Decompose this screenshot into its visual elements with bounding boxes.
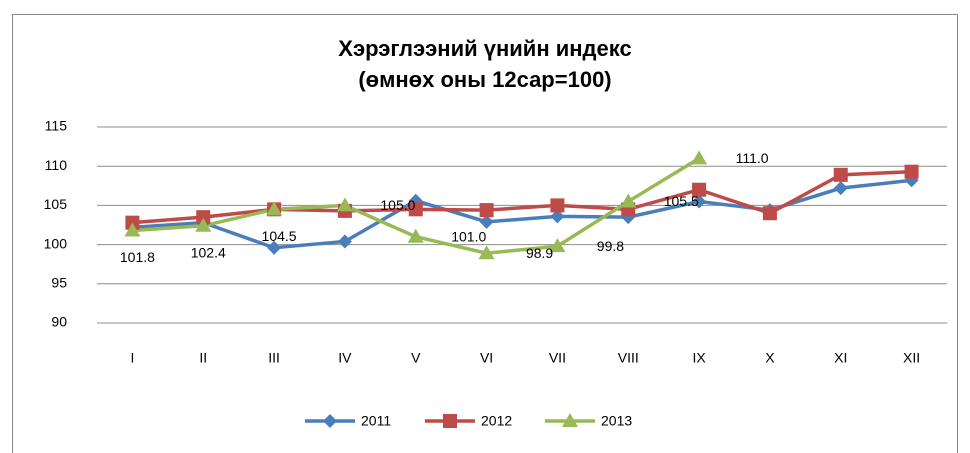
legend-marker (443, 414, 457, 428)
data-label: 111.0 (736, 150, 769, 166)
y-tick-label: 95 (51, 275, 67, 291)
point-marker (266, 201, 283, 216)
point-marker (833, 181, 848, 196)
y-tick-label: 100 (44, 235, 68, 251)
y-tick-label: 105 (44, 196, 68, 212)
point-marker (478, 245, 495, 260)
point-marker (196, 210, 211, 225)
y-tick-label: 115 (45, 118, 68, 134)
point-marker (479, 214, 494, 229)
data-label: 105.5 (664, 193, 699, 209)
chart-frame (12, 14, 958, 453)
x-tick-label: XI (834, 350, 847, 366)
point-marker (267, 240, 282, 255)
x-tick-label: I (130, 350, 134, 366)
point-marker (550, 209, 565, 224)
data-label: 105.0 (380, 197, 415, 213)
point-marker (550, 198, 565, 213)
point-marker (479, 203, 494, 218)
chart-title: (өмнөх оны 12сар=100) (358, 67, 611, 92)
x-tick-label: XII (903, 350, 920, 366)
x-tick-label: II (199, 350, 207, 366)
x-tick-label: VII (549, 350, 566, 366)
legend-marker (323, 414, 337, 428)
data-label: 98.9 (526, 245, 553, 261)
data-label: 101.0 (451, 228, 486, 244)
data-label: 102.4 (191, 244, 226, 260)
y-tick-label: 90 (51, 314, 67, 330)
data-label: 104.5 (262, 228, 297, 244)
point-marker (833, 167, 848, 182)
data-label: 99.8 (597, 238, 624, 254)
legend-label: 2011 (361, 413, 391, 429)
point-marker (904, 164, 919, 179)
point-marker (620, 193, 637, 208)
x-tick-label: VIII (618, 350, 639, 366)
point-marker (549, 238, 566, 253)
point-marker (336, 197, 353, 212)
point-marker (692, 194, 707, 209)
point-marker (762, 206, 777, 221)
x-tick-label: VI (480, 350, 493, 366)
y-tick-label: 110 (45, 157, 68, 173)
x-tick-label: X (765, 350, 775, 366)
legend-label: 2012 (481, 413, 512, 429)
point-marker (195, 217, 212, 232)
point-marker (407, 228, 424, 243)
point-marker (691, 150, 708, 165)
point-marker (124, 222, 141, 237)
data-label: 101.8 (120, 249, 155, 265)
legend-marker (562, 413, 578, 427)
point-marker (408, 202, 423, 217)
x-tick-label: III (268, 350, 280, 366)
chart-title: Хэрэглээний үнийн индекс (338, 36, 631, 61)
x-tick-label: IV (338, 350, 352, 366)
legend-label: 2013 (601, 413, 632, 429)
point-marker (692, 182, 707, 197)
x-tick-label: V (411, 350, 421, 366)
point-marker (337, 234, 352, 249)
x-tick-label: IX (692, 350, 706, 366)
